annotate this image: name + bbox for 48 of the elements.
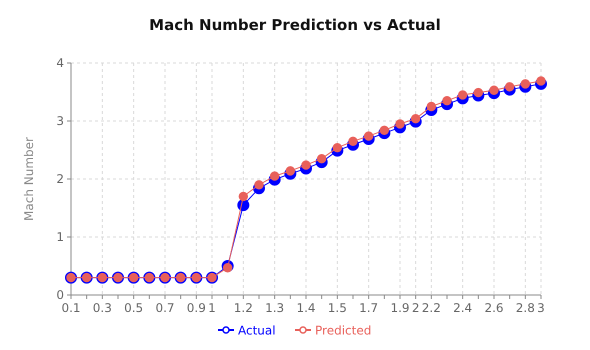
x-tick-label: 2.4 — [453, 301, 472, 315]
x-tick-label: 1.3 — [265, 301, 284, 315]
y-tick-label: 1 — [56, 230, 64, 244]
point — [270, 171, 280, 181]
point — [458, 90, 468, 100]
point — [395, 119, 405, 129]
x-tick-label: 1 — [208, 301, 216, 315]
legend-label: Actual — [238, 324, 276, 338]
legend-label: Predicted — [315, 324, 372, 338]
x-tick-label: 1.5 — [328, 301, 347, 315]
point — [348, 136, 358, 146]
point — [380, 126, 390, 135]
x-tick-label: 0.1 — [61, 301, 81, 315]
x-tick-label: 0.9 — [186, 301, 206, 315]
point — [286, 166, 296, 176]
x-tick-label: 2 — [412, 301, 420, 315]
x-tick-label: 1.9 — [390, 301, 410, 315]
y-tick-label: 4 — [56, 56, 64, 70]
x-tick-label: 3 — [537, 301, 545, 315]
point — [364, 131, 374, 141]
point — [504, 82, 514, 92]
y-axis-title: Mach Number — [22, 136, 36, 221]
y-tick-label: 3 — [56, 114, 64, 128]
x-tick-label: 2.8 — [516, 301, 535, 315]
x-tick-label: 2.2 — [422, 301, 441, 315]
point — [301, 160, 311, 170]
point — [332, 142, 342, 152]
x-tick-label: 0.7 — [155, 301, 175, 315]
point — [474, 88, 484, 98]
point — [426, 102, 436, 112]
y-tick-label: 0 — [56, 288, 64, 302]
x-tick-label: 1.7 — [359, 301, 378, 315]
x-tick-label: 2.6 — [484, 301, 504, 315]
x-tick-label: 0.3 — [92, 301, 112, 315]
x-tick-label: 1.2 — [234, 301, 253, 315]
point — [410, 114, 420, 124]
point — [536, 76, 546, 86]
point — [520, 79, 530, 89]
point — [316, 154, 326, 164]
y-tick-label: 2 — [56, 172, 64, 186]
point — [254, 180, 264, 190]
point — [238, 192, 248, 202]
x-tick-label: 1.4 — [296, 301, 316, 315]
point — [442, 96, 452, 106]
point — [222, 263, 232, 272]
point — [489, 86, 499, 95]
x-tick-label: 0.5 — [124, 301, 144, 315]
chart-title: Mach Number Prediction vs Actual — [149, 16, 441, 34]
